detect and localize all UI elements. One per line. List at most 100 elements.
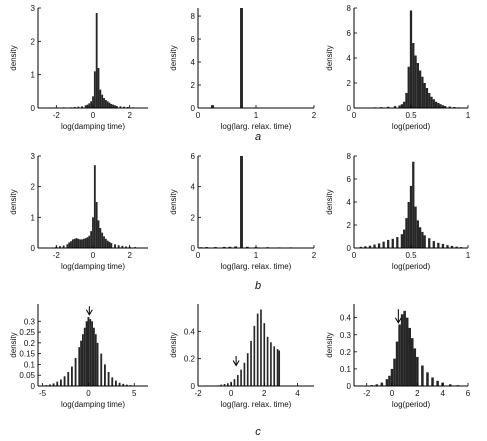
histogram-bar: [405, 93, 408, 108]
y-tick-label: 0.4: [340, 314, 352, 323]
y-axis-label: density: [325, 45, 334, 70]
arrow-head: [85, 309, 93, 316]
histogram-bar: [455, 246, 458, 248]
y-tick-label: 4: [191, 183, 196, 192]
histogram-bar: [382, 241, 385, 248]
histogram-bar: [110, 243, 113, 248]
histogram-bar: [114, 244, 116, 248]
histogram-bar: [409, 10, 413, 108]
histogram-bar: [407, 202, 410, 248]
x-tick-label: 5: [132, 389, 137, 398]
y-tick-label: 0: [191, 244, 196, 253]
histogram-bar: [414, 206, 417, 248]
histogram-bar: [118, 382, 121, 386]
y-tick-label: 2: [191, 81, 196, 90]
histogram-panel-b3: 0 0.5 1 0 2 4 6 8 log(period) density: [325, 152, 471, 271]
y-tick-label: 1: [31, 213, 36, 222]
histogram-bar: [240, 8, 243, 108]
histogram-bar: [66, 244, 69, 248]
histogram-bar: [253, 325, 256, 386]
histogram-bar: [68, 242, 71, 248]
row-label-b: b: [255, 280, 261, 292]
histogram-bar: [233, 379, 236, 386]
y-tick-label: 6: [347, 29, 352, 38]
y-tick-label: 0: [347, 244, 352, 253]
histogram-bar: [450, 245, 454, 248]
y-tick-label: 1: [31, 71, 36, 80]
histogram-bar: [432, 99, 435, 108]
y-tick-label: 4: [191, 58, 196, 67]
histogram-bar: [400, 104, 404, 108]
histogram-bar: [101, 232, 104, 248]
histogram-bar: [77, 238, 80, 248]
histogram-bar: [428, 93, 431, 108]
y-tick-label: 2: [31, 183, 36, 192]
histogram-bar: [101, 94, 104, 108]
histogram-bar: [437, 103, 440, 108]
y-tick-label: 2: [191, 213, 196, 222]
histogram-bar: [375, 384, 379, 386]
histogram-bar: [93, 165, 96, 248]
histogram-bar: [125, 246, 127, 248]
histogram-bar: [70, 241, 72, 248]
x-tick-label: 1: [466, 251, 471, 260]
y-tick-label: 0: [347, 104, 352, 113]
histogram-bar: [56, 381, 59, 386]
y-axis-label: density: [169, 189, 178, 214]
x-tick-label: -2: [363, 389, 371, 398]
histogram-bar: [80, 340, 82, 386]
x-tick-label: 2: [262, 389, 267, 398]
histogram-bar: [266, 336, 269, 386]
histogram-bar: [388, 375, 391, 386]
histogram-bar: [99, 228, 102, 248]
y-axis-label: density: [169, 45, 178, 70]
x-tick-label: 4: [295, 389, 300, 398]
histogram-bar: [416, 356, 419, 386]
histogram-bar: [94, 334, 97, 386]
histogram-bar: [91, 321, 93, 386]
histogram-bar: [223, 383, 226, 386]
y-tick-label: 4: [347, 54, 352, 63]
y-tick-label: 0.2: [184, 355, 196, 364]
histogram-bar: [99, 89, 102, 108]
histogram-bar: [434, 101, 438, 108]
histogram-bar: [77, 106, 80, 108]
histogram-bar: [100, 353, 103, 386]
x-tick-label: 0: [352, 111, 357, 120]
histogram-bar: [59, 246, 61, 248]
histogram-bar: [81, 106, 83, 108]
x-tick-label: 2: [127, 111, 132, 120]
histogram-bar: [73, 238, 76, 248]
histogram-bar: [92, 217, 94, 248]
histogram-bar: [115, 380, 117, 386]
x-axis-label: log(larg. relax. time): [221, 262, 292, 271]
histogram-bar: [273, 346, 276, 386]
y-tick-label: 2: [31, 37, 36, 46]
y-axis-label: density: [169, 332, 178, 357]
histogram-bar: [107, 371, 110, 386]
histogram-bar: [90, 231, 93, 248]
y-tick-label: 0: [347, 382, 352, 391]
histogram-bar: [236, 375, 239, 386]
x-tick-label: 4: [440, 389, 445, 398]
histogram-bar: [270, 342, 272, 386]
histogram-bar: [104, 100, 107, 108]
y-tick-label: 0.05: [19, 371, 35, 380]
y-axis-label: density: [325, 332, 334, 357]
histogram-bar: [405, 218, 408, 248]
histogram-bar: [211, 105, 214, 108]
histogram-bar: [222, 246, 226, 248]
y-tick-label: 0.4: [184, 327, 196, 336]
histogram-bar: [106, 240, 109, 248]
histogram-bar: [245, 246, 249, 248]
y-tick-label: 2: [347, 221, 352, 230]
histogram-bar: [405, 317, 409, 386]
histogram-bar: [359, 246, 362, 248]
histogram-bar: [423, 83, 426, 108]
histogram-bar: [86, 104, 89, 108]
histogram-bar: [85, 321, 88, 386]
histogram-bar: [60, 379, 62, 386]
row-label-c: c: [255, 426, 261, 438]
